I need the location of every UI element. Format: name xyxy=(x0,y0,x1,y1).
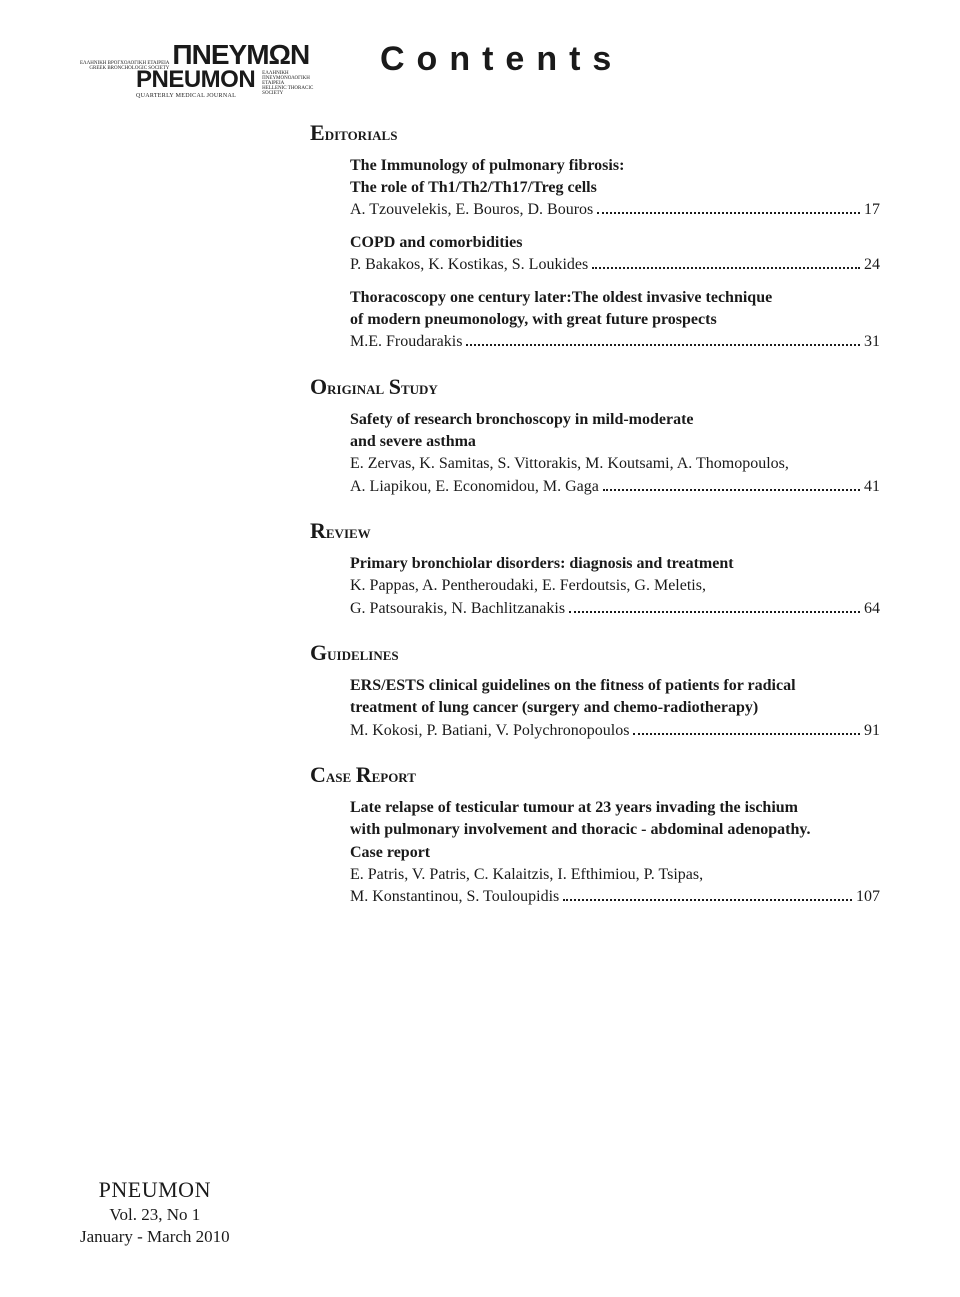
entry-page-number: 41 xyxy=(864,476,880,498)
journal-logo: ΕΛΛΗΝΙΚΗ ΒΡΟΓΧΟΛΟΓΙΚΗ ΕΤΑΙΡΕΙΑ GREEK BRO… xyxy=(80,40,320,100)
footer-volume: Vol. 23, No 1 xyxy=(80,1205,230,1225)
section-heading: Case Report xyxy=(310,760,880,791)
entry-title-line: Thoracoscopy one century later:The oldes… xyxy=(350,287,880,309)
header-row: ΕΛΛΗΝΙΚΗ ΒΡΟΓΧΟΛΟΓΙΚΗ ΕΤΑΙΡΕΙΑ GREEK BRO… xyxy=(80,40,880,100)
entry-leader-line: A. Liapikou, E. Economidou, M. Gaga 41 xyxy=(350,476,880,498)
leader-dots xyxy=(633,720,860,734)
entry-leader-line: P. Bakakos, K. Kostikas, S. Loukides 24 xyxy=(350,254,880,276)
entry-title-line: Case report xyxy=(350,842,880,864)
toc-entry: Primary bronchiolar disorders: diagnosis… xyxy=(350,553,880,620)
entry-authors-last: M. Kokosi, P. Batiani, V. Polychronopoul… xyxy=(350,720,629,742)
leader-dots xyxy=(592,255,860,269)
leader-dots xyxy=(603,476,860,490)
section-heading: Original Study xyxy=(310,372,880,403)
entry-title-line: and severe asthma xyxy=(350,431,880,453)
footer: PNEUMON Vol. 23, No 1 January - March 20… xyxy=(80,1177,230,1247)
entry-title-line: of modern pneumonology, with great futur… xyxy=(350,309,880,331)
entry-title-line: ERS/ESTS clinical guidelines on the fitn… xyxy=(350,675,880,697)
section-heading: Review xyxy=(310,516,880,547)
entry-authors-line: E. Zervas, K. Samitas, S. Vittorakis, M.… xyxy=(350,453,880,475)
entry-authors-last: M.E. Froudarakis xyxy=(350,331,462,353)
toc-entry: Safety of research bronchoscopy in mild-… xyxy=(350,409,880,499)
entry-authors-line: K. Pappas, A. Pentheroudaki, E. Ferdouts… xyxy=(350,575,880,597)
entry-page-number: 31 xyxy=(864,331,880,353)
entry-title-line: Safety of research bronchoscopy in mild-… xyxy=(350,409,880,431)
entry-authors-last: P. Bakakos, K. Kostikas, S. Loukides xyxy=(350,254,588,276)
section-heading: Guidelines xyxy=(310,638,880,669)
entry-title-line: treatment of lung cancer (surgery and ch… xyxy=(350,697,880,719)
leader-dots xyxy=(563,887,852,901)
entry-leader-line: A. Tzouvelekis, E. Bouros, D. Bouros 17 xyxy=(350,199,880,221)
leader-dots xyxy=(569,598,860,612)
entry-page-number: 107 xyxy=(856,886,880,908)
toc-entry: The Immunology of pulmonary fibrosis:The… xyxy=(350,155,880,222)
entry-title-line: COPD and comorbidities xyxy=(350,232,880,254)
leader-dots xyxy=(466,332,860,346)
section-heading: Editorials xyxy=(310,118,880,149)
footer-date: January - March 2010 xyxy=(80,1227,230,1247)
leader-dots xyxy=(597,200,860,214)
page: ΕΛΛΗΝΙΚΗ ΒΡΟΓΧΟΛΟΓΙΚΗ ΕΤΑΙΡΕΙΑ GREEK BRO… xyxy=(0,0,960,1297)
toc-entry: ERS/ESTS clinical guidelines on the fitn… xyxy=(350,675,880,742)
entry-title-line: Late relapse of testicular tumour at 23 … xyxy=(350,797,880,819)
entry-title-line: Primary bronchiolar disorders: diagnosis… xyxy=(350,553,880,575)
entry-leader-line: M. Konstantinou, S. Touloupidis 107 xyxy=(350,886,880,908)
logo-right-label: ΕΛΛΗΝΙΚΗ ΠΝΕΥΜΟΝΟΛΟΓΙΚΗ ΕΤΑΙΡΕΙΑ HELLENI… xyxy=(259,71,320,96)
logo-tag-bottom: QUARTERLY MEDICAL JOURNAL xyxy=(136,93,255,100)
entry-page-number: 91 xyxy=(864,720,880,742)
entry-page-number: 17 xyxy=(864,199,880,221)
entry-leader-line: M. Kokosi, P. Batiani, V. Polychronopoul… xyxy=(350,720,880,742)
entry-authors-line: E. Patris, V. Patris, C. Kalaitzis, I. E… xyxy=(350,864,880,886)
toc-entry: COPD and comorbiditiesP. Bakakos, K. Kos… xyxy=(350,232,880,277)
entry-authors-last: G. Patsourakis, N. Bachlitzanakis xyxy=(350,598,565,620)
entry-title-line: with pulmonary involvement and thoracic … xyxy=(350,819,880,841)
entry-page-number: 24 xyxy=(864,254,880,276)
entry-title-line: The role of Th1/Th2/Th17/Treg cells xyxy=(350,177,880,199)
toc-entry: Late relapse of testicular tumour at 23 … xyxy=(350,797,880,909)
entry-title-line: The Immunology of pulmonary fibrosis: xyxy=(350,155,880,177)
footer-journal-name: PNEUMON xyxy=(80,1177,230,1203)
entry-authors-last: A. Tzouvelekis, E. Bouros, D. Bouros xyxy=(350,199,593,221)
entry-leader-line: M.E. Froudarakis 31 xyxy=(350,331,880,353)
contents-list: EditorialsThe Immunology of pulmonary fi… xyxy=(350,118,880,909)
entry-authors-last: M. Konstantinou, S. Touloupidis xyxy=(350,886,559,908)
page-title: Contents xyxy=(350,40,880,79)
logo-latin-title: PNEUMON xyxy=(136,67,255,93)
entry-leader-line: G. Patsourakis, N. Bachlitzanakis 64 xyxy=(350,598,880,620)
entry-page-number: 64 xyxy=(864,598,880,620)
toc-entry: Thoracoscopy one century later:The oldes… xyxy=(350,287,880,354)
entry-authors-last: A. Liapikou, E. Economidou, M. Gaga xyxy=(350,476,599,498)
